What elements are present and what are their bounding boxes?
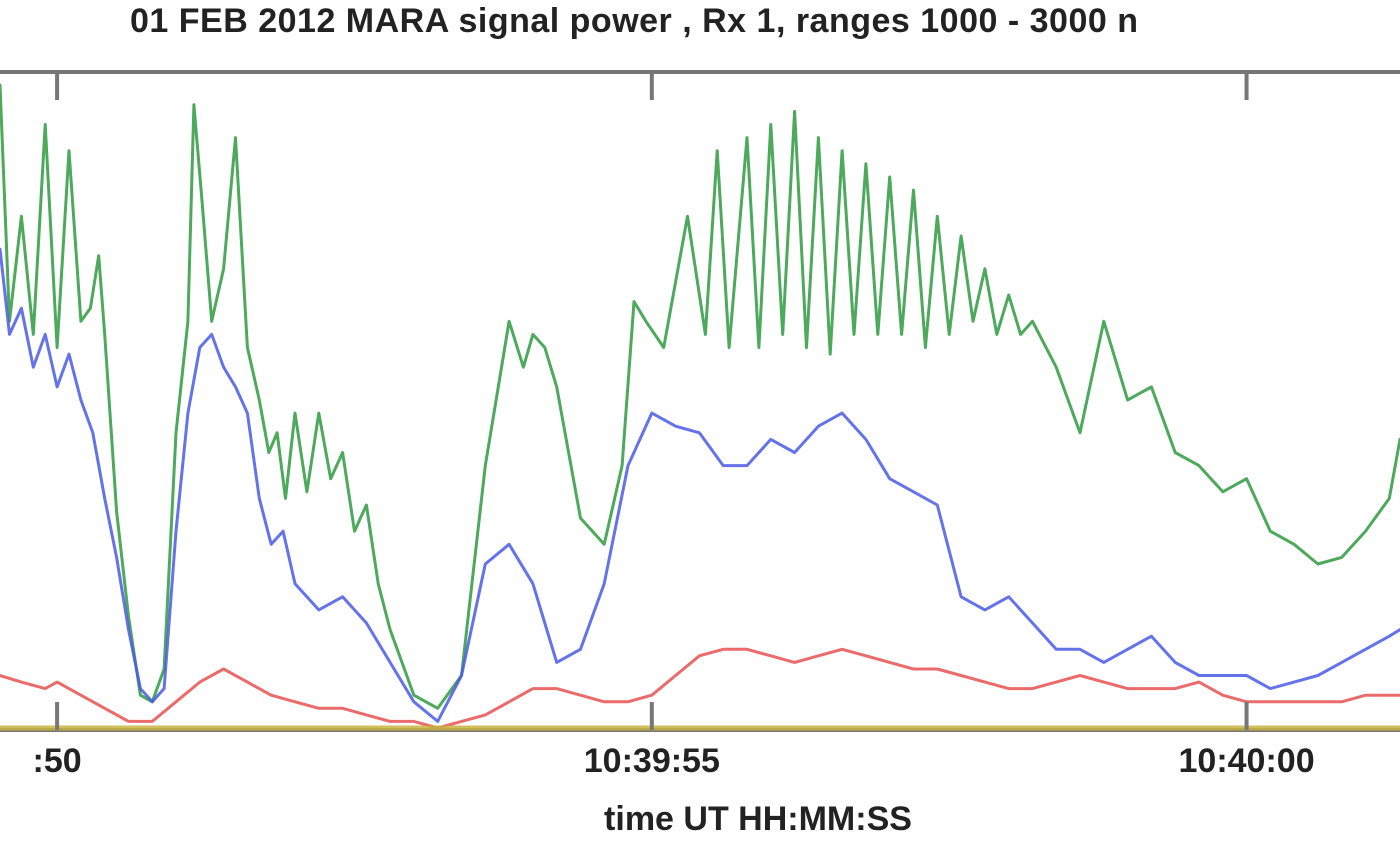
x-tick-label: 10:40:00 xyxy=(1178,742,1315,780)
x-tick-label: 10:39:55 xyxy=(583,742,720,780)
series-line-0 xyxy=(0,83,1400,710)
x-axis-label: time UT HH:MM:SS xyxy=(604,800,912,838)
series-line-1 xyxy=(0,247,1400,723)
chart-title: 01 FEB 2012 MARA signal power , Rx 1, ra… xyxy=(130,2,1139,40)
series-line-2 xyxy=(0,647,1400,730)
x-tick-label: :50 xyxy=(32,742,82,780)
